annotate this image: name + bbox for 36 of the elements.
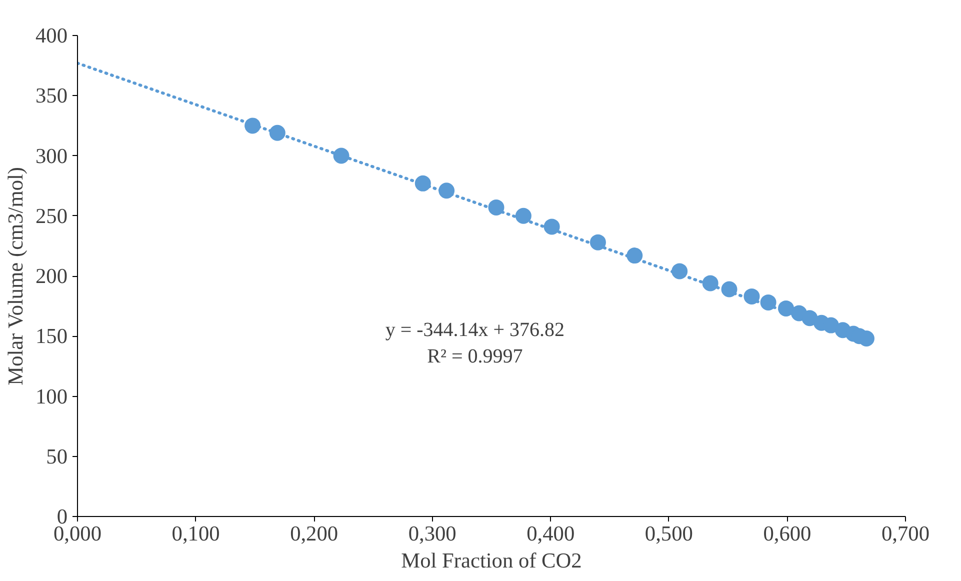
point <box>333 148 350 164</box>
x-tick-label: 0,200 <box>290 522 338 546</box>
y-tick-label: 250 <box>36 204 68 228</box>
point <box>438 182 455 199</box>
y-axis-title: Molar Volume (cm3/mol) <box>4 166 28 386</box>
point <box>488 199 504 216</box>
y-tick-label: 100 <box>36 384 68 408</box>
point <box>760 294 776 310</box>
annotation: y = -344.14x + 376.82 R² = 0.9997 <box>385 319 565 368</box>
y-tick-label: 150 <box>36 324 68 348</box>
point <box>721 281 738 298</box>
y-tick-label: 200 <box>36 264 68 288</box>
x-tick-label: 0,300 <box>408 522 456 546</box>
point <box>778 300 794 316</box>
point <box>544 218 560 235</box>
y-tick-label: 350 <box>36 84 68 108</box>
x-tick-label: 0,100 <box>172 522 220 546</box>
point <box>822 317 839 334</box>
point <box>802 310 818 326</box>
point <box>672 263 688 280</box>
point <box>414 175 431 192</box>
point <box>744 288 760 304</box>
y-tick-label: 300 <box>36 144 68 168</box>
y-tick-label: 50 <box>46 444 68 468</box>
point <box>590 234 606 250</box>
point <box>626 248 643 264</box>
x-tick-label: 0,500 <box>644 522 693 546</box>
x-tick-label: 0,600 <box>763 522 812 546</box>
point <box>515 208 532 224</box>
x-tick-label: 0,700 <box>882 522 930 546</box>
y-tick-label: 400 <box>36 24 68 48</box>
point <box>244 118 261 134</box>
x-axis-title: Mol Fraction of CO2 <box>401 548 582 572</box>
x-tick-label: 0,400 <box>526 522 575 546</box>
point <box>702 275 718 292</box>
point <box>269 124 286 141</box>
